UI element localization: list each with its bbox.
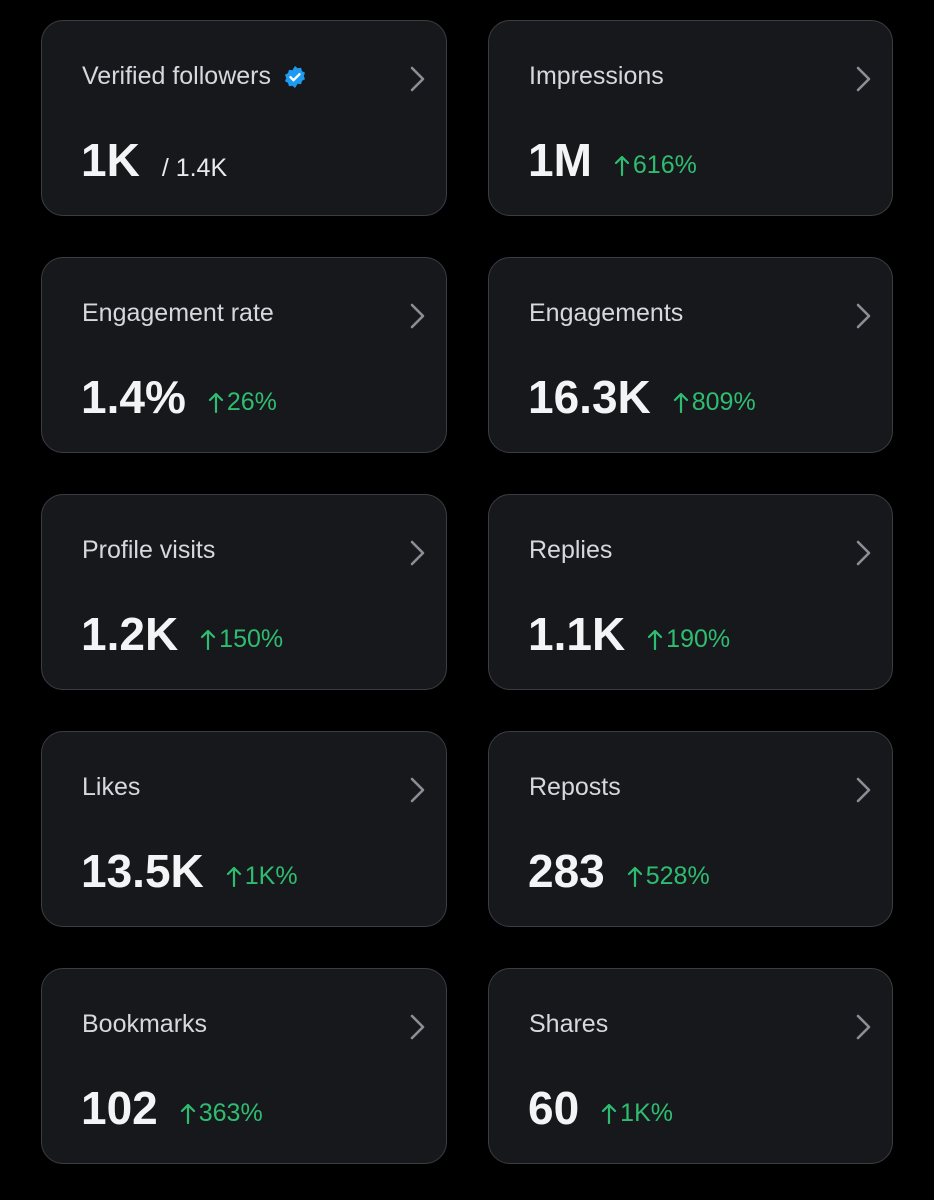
metric-value-row: 1K / 1.4K <box>81 133 227 187</box>
metric-label: Engagement rate <box>82 299 274 327</box>
metric-card[interactable]: Profile visits 1.2K 150% <box>41 494 447 690</box>
chevron-icon <box>856 540 871 566</box>
metric-label-row: Bookmarks <box>82 1010 207 1039</box>
metric-change-value: 616% <box>632 150 697 179</box>
metric-label: Verified followers <box>82 62 271 90</box>
chevron-icon <box>856 303 871 329</box>
metric-label-row: Likes <box>82 773 140 802</box>
metric-value-row: 283 528% <box>528 844 710 898</box>
metric-value-row: 13.5K 1K% <box>81 844 298 898</box>
metric-value: 1M <box>528 134 592 186</box>
metric-value-row: 60 1K% <box>528 1081 673 1135</box>
metric-card[interactable]: Bookmarks 102 363% <box>41 968 447 1164</box>
metric-label: Likes <box>82 773 141 801</box>
metric-value: 1.4% <box>81 371 186 423</box>
up-arrow-icon <box>201 629 216 650</box>
metric-change: 363% <box>180 1099 263 1128</box>
metric-value-row: 16.3K 809% <box>528 370 756 424</box>
metric-label-row: Reposts <box>529 773 621 802</box>
metric-label-row: Engagement rate <box>82 299 274 328</box>
up-arrow-icon <box>602 1103 617 1124</box>
verified-badge <box>284 65 305 88</box>
metric-change: 1K% <box>601 1099 673 1128</box>
metric-label: Engagements <box>529 299 684 327</box>
metric-value: 102 <box>81 1082 158 1134</box>
metric-value: 16.3K <box>528 371 651 423</box>
metric-value: 1K <box>81 134 140 186</box>
metric-value-row: 102 363% <box>81 1081 263 1135</box>
metric-change-value: 190% <box>666 624 731 653</box>
metric-label-row: Shares <box>529 1010 608 1039</box>
metric-label: Replies <box>529 536 613 564</box>
up-arrow-icon <box>180 1103 195 1124</box>
metric-change-value: 809% <box>691 387 756 416</box>
metric-label-row: Replies <box>529 536 612 565</box>
metric-change-value: 26% <box>226 387 277 416</box>
metric-label: Shares <box>529 1010 609 1038</box>
metric-label-row: Engagements <box>529 299 683 328</box>
up-arrow-icon <box>648 629 663 650</box>
up-arrow-icon <box>673 392 688 413</box>
metric-label: Profile visits <box>82 536 216 564</box>
metric-label-row: Impressions <box>529 62 664 91</box>
chevron-icon <box>856 1014 871 1040</box>
metric-value: 1.2K <box>81 608 179 660</box>
up-arrow-icon <box>614 155 630 176</box>
up-arrow-icon <box>226 866 241 887</box>
metric-value: 13.5K <box>81 845 204 897</box>
metric-change-value: 150% <box>219 624 284 653</box>
metric-card[interactable]: Reposts 283 528% <box>488 731 893 927</box>
metric-value-row: 1.4% 26% <box>81 370 277 424</box>
metric-change-value: 1K% <box>620 1098 673 1127</box>
metric-change: 616% <box>614 151 697 180</box>
metric-value: 1.1K <box>528 608 626 660</box>
metric-change: 1K% <box>226 862 298 891</box>
metric-card[interactable]: Engagement rate 1.4% 26% <box>41 257 447 453</box>
up-arrow-icon <box>208 392 223 413</box>
metric-change-value: 528% <box>645 861 710 890</box>
metric-card[interactable]: Replies 1.1K 190% <box>488 494 893 690</box>
metric-label: Impressions <box>529 62 664 90</box>
metric-value-row: 1M 616% <box>528 133 697 187</box>
metric-label-row: Verified followers <box>82 62 307 91</box>
metric-change: 150% <box>200 625 283 654</box>
up-arrow-icon <box>627 866 642 887</box>
metric-change: 190% <box>647 625 730 654</box>
metric-card[interactable]: Impressions 1M 616% <box>488 20 893 216</box>
card-grid: Verified followers 1K / 1.4K Impressions 1M 6… <box>41 20 893 1164</box>
metric-label: Reposts <box>529 773 621 801</box>
metric-change: 809% <box>673 388 756 417</box>
chevron-icon <box>856 66 871 92</box>
metric-change: 26% <box>208 388 277 417</box>
metric-card[interactable]: Shares 60 1K% <box>488 968 893 1164</box>
chevron-icon <box>410 303 425 329</box>
metric-card[interactable]: Engagements 16.3K 809% <box>488 257 893 453</box>
metric-total: / 1.4K <box>161 154 228 182</box>
metric-value-row: 1.2K 150% <box>81 607 283 661</box>
metric-label: Bookmarks <box>82 1010 208 1038</box>
metric-change-value: 1K% <box>244 861 298 890</box>
metric-card[interactable]: Likes 13.5K 1K% <box>41 731 447 927</box>
chevron-icon <box>410 1014 425 1040</box>
chevron-icon <box>410 777 425 803</box>
metric-value: 283 <box>528 845 605 897</box>
metric-value-row: 1.1K 190% <box>528 607 730 661</box>
chevron-icon <box>410 540 425 566</box>
chevron-icon <box>856 777 871 803</box>
metric-value: 60 <box>528 1082 580 1134</box>
metric-change-value: 363% <box>198 1098 263 1127</box>
metric-card[interactable]: Verified followers 1K / 1.4K <box>41 20 447 216</box>
metric-change: 528% <box>627 862 710 891</box>
chevron-icon <box>410 66 425 92</box>
metric-label-row: Profile visits <box>82 536 215 565</box>
